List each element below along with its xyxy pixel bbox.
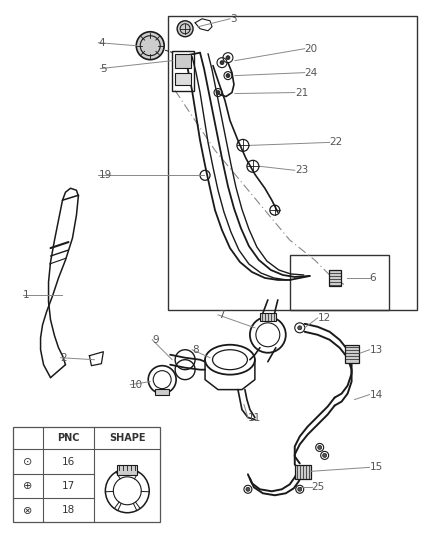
Text: 14: 14 — [370, 390, 383, 400]
Text: 1: 1 — [23, 290, 29, 300]
Text: 7: 7 — [218, 310, 225, 320]
Text: 20: 20 — [305, 44, 318, 54]
Bar — [290, 255, 389, 310]
Bar — [295, 465, 311, 479]
Text: 25: 25 — [312, 482, 325, 492]
Circle shape — [226, 74, 230, 78]
Text: 5: 5 — [100, 63, 107, 74]
Text: 9: 9 — [152, 335, 159, 345]
Circle shape — [136, 32, 164, 60]
Text: SHAPE: SHAPE — [109, 433, 145, 443]
Circle shape — [323, 454, 327, 457]
Circle shape — [220, 61, 224, 64]
Circle shape — [177, 21, 193, 37]
Text: 15: 15 — [370, 462, 383, 472]
Text: 18: 18 — [62, 505, 75, 515]
Text: 11: 11 — [248, 413, 261, 423]
Bar — [117, 465, 137, 475]
Circle shape — [298, 326, 302, 330]
Text: 10: 10 — [130, 379, 143, 390]
Circle shape — [318, 446, 321, 449]
Bar — [13, 427, 160, 522]
Bar — [328, 270, 341, 286]
Circle shape — [216, 91, 220, 94]
Text: $\otimes$: $\otimes$ — [22, 505, 33, 515]
Circle shape — [298, 487, 302, 491]
Text: 17: 17 — [62, 481, 75, 491]
Text: 22: 22 — [330, 138, 343, 148]
Text: PNC: PNC — [57, 433, 80, 443]
Text: 19: 19 — [99, 170, 112, 180]
Circle shape — [246, 487, 250, 491]
Text: 24: 24 — [305, 68, 318, 78]
Text: 4: 4 — [99, 38, 105, 48]
Bar — [175, 54, 191, 68]
Text: 3: 3 — [230, 14, 237, 24]
Text: 23: 23 — [295, 165, 308, 175]
Text: $\odot$: $\odot$ — [22, 456, 33, 467]
Bar — [175, 72, 191, 85]
Bar — [155, 389, 169, 394]
Circle shape — [226, 55, 230, 60]
Text: 6: 6 — [370, 273, 376, 283]
Bar — [168, 16, 417, 310]
Bar — [172, 51, 194, 91]
Text: 13: 13 — [370, 345, 383, 355]
Text: 8: 8 — [192, 345, 199, 355]
Bar — [260, 313, 276, 321]
Bar — [345, 345, 359, 362]
Text: 12: 12 — [318, 313, 331, 323]
Text: 21: 21 — [295, 87, 308, 98]
Text: 2: 2 — [60, 353, 67, 363]
Text: 16: 16 — [62, 457, 75, 466]
Text: $\oplus$: $\oplus$ — [22, 480, 33, 491]
